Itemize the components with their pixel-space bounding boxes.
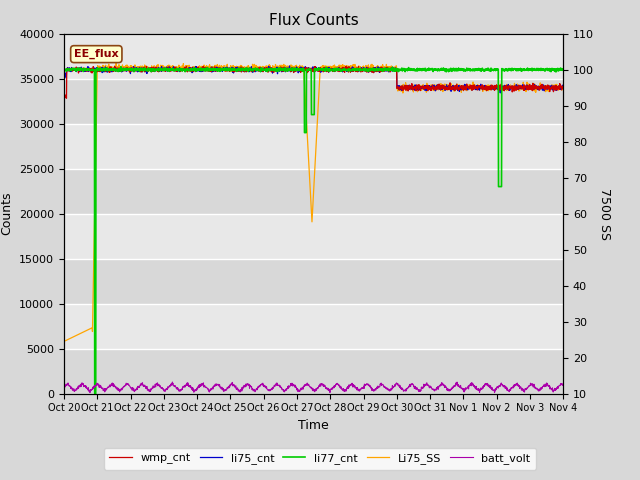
wmp_cnt — [545, 84, 553, 89]
Li75_SS — [60, 338, 68, 344]
wmp_cnt — [63, 96, 70, 101]
Title: Flux Counts: Flux Counts — [269, 13, 358, 28]
li75_cnt — [60, 72, 68, 77]
Line: batt_volt: batt_volt — [64, 382, 563, 393]
Line: Li75_SS: Li75_SS — [64, 62, 563, 341]
li77_cnt — [91, 391, 99, 396]
li75_cnt — [454, 84, 461, 90]
li77_cnt — [559, 67, 567, 73]
wmp_cnt — [60, 94, 68, 100]
Li75_SS — [113, 60, 120, 65]
Li75_SS — [86, 326, 93, 332]
li77_cnt — [290, 66, 298, 72]
wmp_cnt — [545, 84, 553, 89]
wmp_cnt — [303, 67, 311, 73]
wmp_cnt — [559, 85, 567, 91]
Li75_SS — [559, 83, 567, 89]
Line: li75_cnt: li75_cnt — [64, 66, 563, 93]
Bar — [64, 348, 563, 394]
li75_cnt — [545, 84, 553, 90]
Legend: wmp_cnt, li75_cnt, li77_cnt, Li75_SS, batt_volt: wmp_cnt, li75_cnt, li77_cnt, Li75_SS, ba… — [104, 448, 536, 469]
X-axis label: Time: Time — [298, 419, 329, 432]
Li75_SS — [545, 83, 552, 89]
Li75_SS — [454, 81, 461, 87]
Bar — [64, 214, 563, 259]
Line: wmp_cnt: wmp_cnt — [64, 66, 563, 98]
Bar — [64, 303, 563, 348]
Text: EE_flux: EE_flux — [74, 49, 118, 59]
batt_volt — [86, 390, 94, 396]
li77_cnt — [117, 64, 125, 70]
li77_cnt — [545, 67, 553, 72]
Bar — [64, 123, 563, 168]
wmp_cnt — [290, 65, 298, 71]
li75_cnt — [285, 63, 293, 69]
batt_volt — [545, 384, 553, 389]
li75_cnt — [290, 67, 298, 72]
Bar — [64, 34, 563, 79]
li77_cnt — [545, 67, 553, 73]
batt_volt — [168, 379, 176, 385]
Li75_SS — [303, 128, 311, 133]
li77_cnt — [454, 66, 461, 72]
Bar — [64, 79, 563, 123]
Y-axis label: 7500 SS: 7500 SS — [598, 188, 611, 240]
li77_cnt — [86, 67, 93, 72]
li75_cnt — [86, 67, 93, 73]
Bar — [64, 259, 563, 303]
wmp_cnt — [454, 85, 461, 91]
Li75_SS — [545, 83, 553, 88]
li77_cnt — [303, 67, 311, 72]
Y-axis label: Counts: Counts — [1, 192, 13, 235]
Line: li77_cnt: li77_cnt — [64, 67, 563, 394]
batt_volt — [303, 380, 311, 386]
batt_volt — [86, 388, 93, 394]
batt_volt — [290, 382, 298, 388]
li75_cnt — [303, 68, 311, 73]
Bar — [64, 168, 563, 214]
wmp_cnt — [143, 63, 150, 69]
li75_cnt — [559, 83, 567, 89]
batt_volt — [454, 382, 461, 387]
batt_volt — [559, 382, 567, 388]
batt_volt — [545, 383, 553, 389]
li75_cnt — [497, 90, 504, 96]
li77_cnt — [60, 68, 68, 73]
li75_cnt — [545, 85, 553, 91]
Li75_SS — [290, 63, 298, 69]
wmp_cnt — [86, 67, 93, 72]
batt_volt — [60, 384, 68, 390]
